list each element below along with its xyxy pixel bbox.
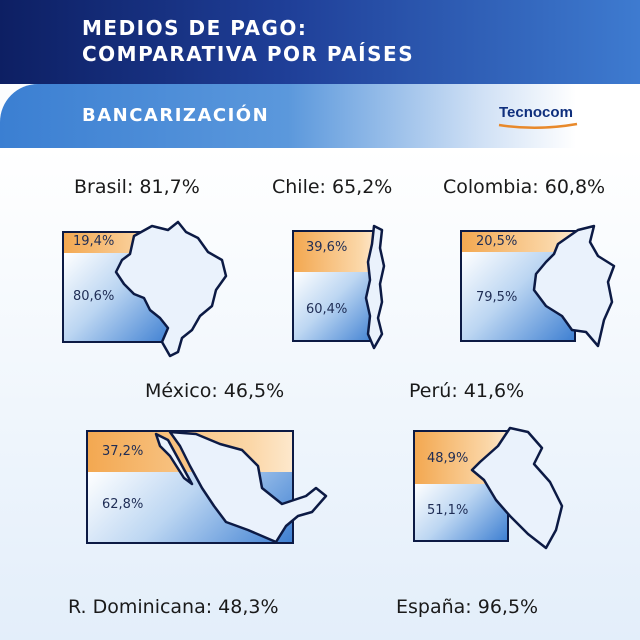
country-label: Brasil: 81,7% [74, 176, 200, 198]
unbanked-percent: 48,9% [427, 451, 469, 466]
country-label: México: 46,5% [145, 380, 285, 402]
colombia-map-icon [532, 224, 616, 348]
unbanked-percent: 39,6% [306, 240, 348, 255]
header: MEDIOS DE PAGO: COMPARATIVA POR PAÍSES [0, 0, 640, 84]
country-label: Perú: 41,6% [409, 380, 525, 402]
chile-map-icon [364, 224, 386, 350]
bancarization-bar [292, 230, 378, 342]
banked-percent: 80,6% [73, 289, 115, 304]
section-title: BANCARIZACIÓN [82, 105, 270, 126]
peru-map-icon [470, 426, 564, 550]
country-label: España: 96,5% [396, 596, 539, 618]
banked-percent: 51,1% [427, 503, 469, 518]
mexico-map-icon [154, 430, 328, 544]
unbanked-percent: 20,5% [476, 234, 518, 249]
country-label: R. Dominicana: 48,3% [68, 596, 279, 618]
banked-segment [294, 272, 376, 340]
country-label: Chile: 65,2% [272, 176, 393, 198]
page-title-line-1: MEDIOS DE PAGO: [82, 16, 308, 40]
page-title-line-2: COMPARATIVA POR PAÍSES [82, 42, 415, 66]
unbanked-percent: 37,2% [102, 444, 144, 459]
banked-percent: 62,8% [102, 497, 144, 512]
section-band: BANCARIZACIÓN Tecnocom [0, 84, 640, 148]
brasil-map-icon [114, 220, 228, 358]
tecnocom-logo: Tecnocom [499, 104, 573, 121]
banked-percent: 79,5% [476, 290, 518, 305]
unbanked-percent: 19,4% [73, 234, 115, 249]
country-label: Colombia: 60,8% [443, 176, 606, 198]
logo-swoosh-icon [498, 122, 578, 130]
banked-percent: 60,4% [306, 302, 348, 317]
